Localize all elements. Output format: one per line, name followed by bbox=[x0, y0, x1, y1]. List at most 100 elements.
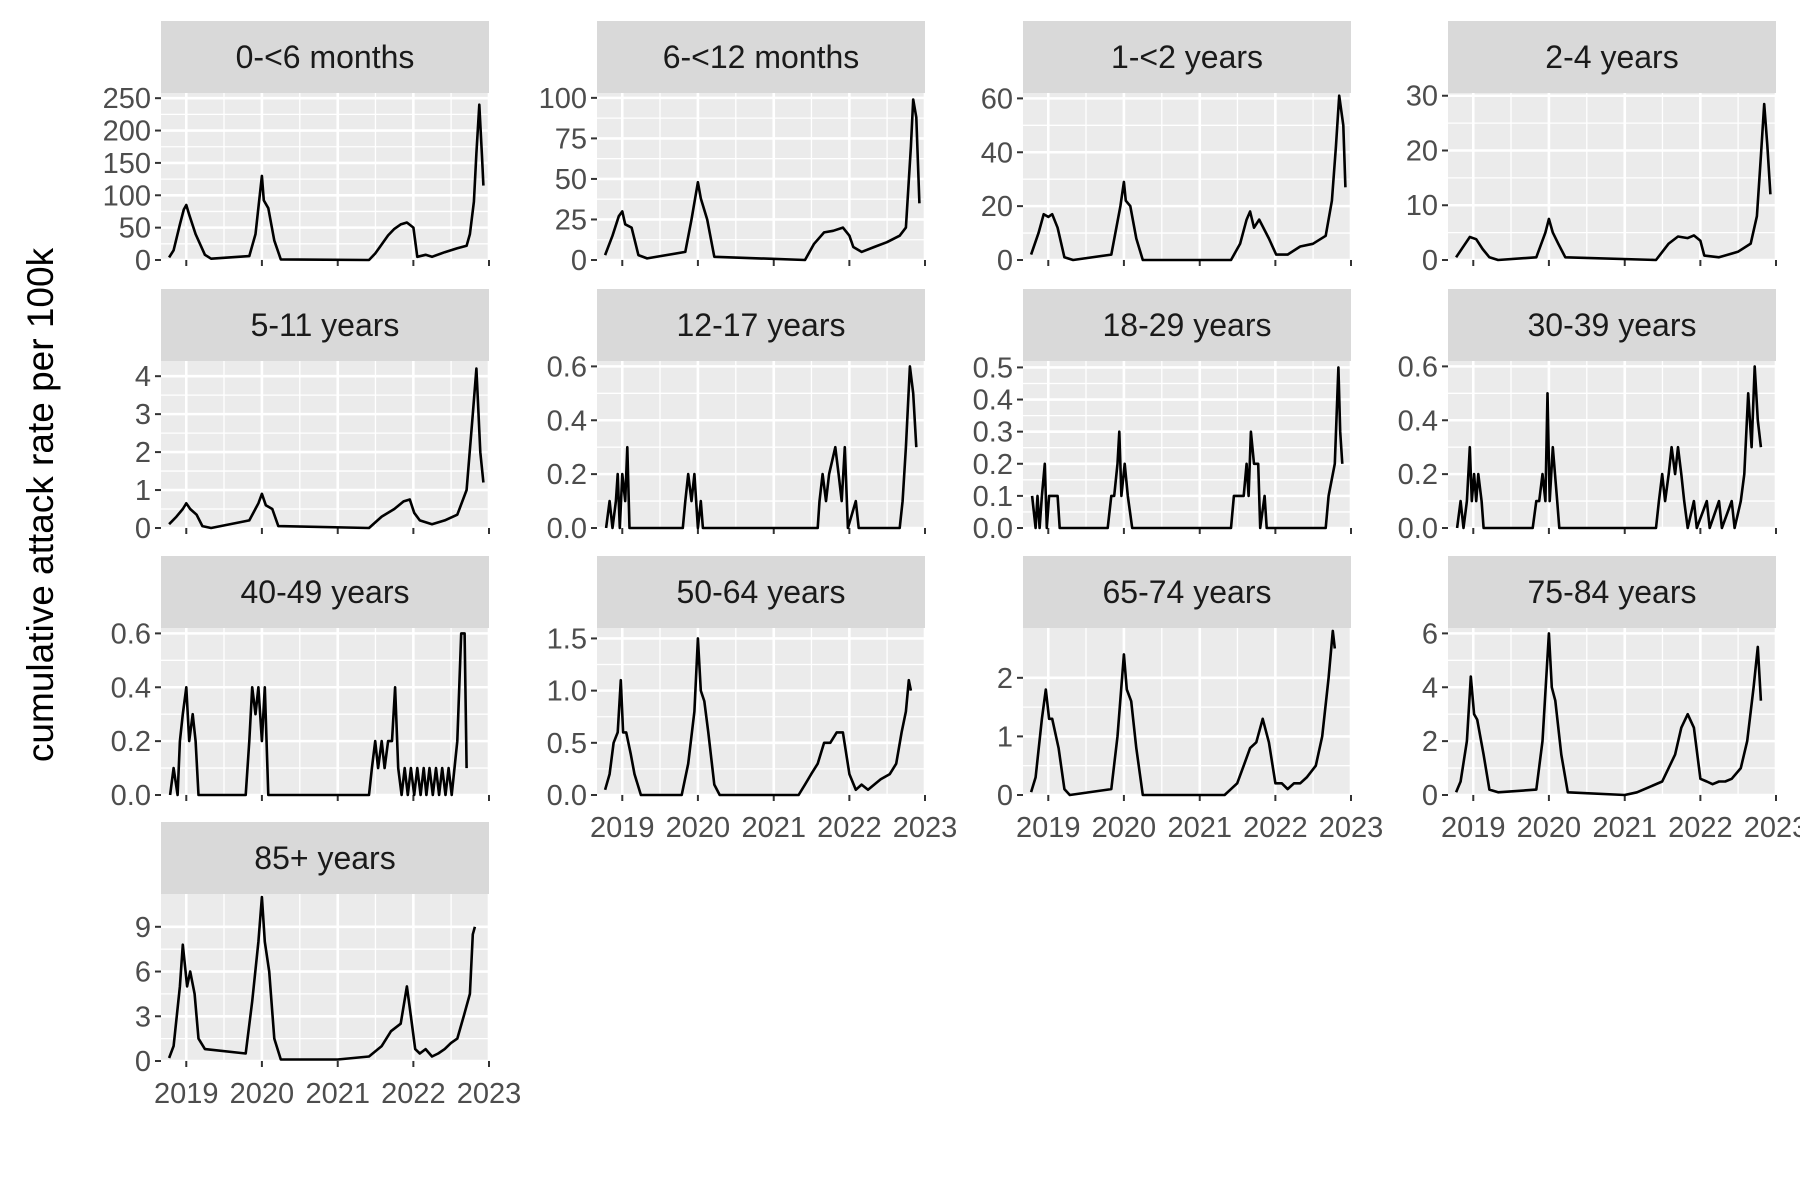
facet-strip bbox=[1023, 289, 1351, 361]
y-tick-label: 0.2 bbox=[973, 449, 1013, 481]
panel-background bbox=[161, 93, 489, 260]
y-tick-label: 50 bbox=[555, 164, 587, 196]
facet-strip-label: 65-74 years bbox=[1103, 574, 1272, 610]
y-tick-label: 100 bbox=[103, 180, 151, 212]
facet-strip-label: 6-<12 months bbox=[663, 39, 860, 75]
x-tick-label: 2019 bbox=[1441, 812, 1506, 844]
y-tick-label: 0.4 bbox=[111, 672, 151, 704]
y-tick-label: 10 bbox=[1406, 190, 1438, 222]
y-tick-label: 9 bbox=[135, 912, 151, 944]
y-tick-label: 0 bbox=[135, 245, 151, 277]
x-tick-label: 2022 bbox=[1243, 812, 1308, 844]
facet-strip-label: 5-11 years bbox=[251, 307, 400, 343]
x-tick-label: 2021 bbox=[1167, 812, 1232, 844]
facet-strip-label: 12-17 years bbox=[677, 307, 846, 343]
y-tick-label: 250 bbox=[103, 83, 151, 115]
y-tick-label: 4 bbox=[1422, 672, 1438, 704]
x-tick-label: 2021 bbox=[741, 812, 806, 844]
y-tick-label: 0.0 bbox=[547, 513, 587, 545]
y-tick-label: 0.5 bbox=[547, 728, 587, 760]
panel-background bbox=[597, 93, 925, 260]
x-tick-label: 2023 bbox=[893, 812, 958, 844]
facet-strip bbox=[161, 21, 489, 93]
panel-background bbox=[161, 628, 489, 795]
panel-background bbox=[1448, 628, 1776, 795]
y-tick-label: 0 bbox=[135, 1046, 151, 1078]
facet-strip bbox=[1448, 289, 1776, 361]
y-tick-label: 1 bbox=[135, 475, 151, 507]
y-tick-label: 20 bbox=[981, 191, 1013, 223]
y-tick-label: 60 bbox=[981, 83, 1013, 115]
facet-panel: 6-<12 months 0 25 50 75 100 bbox=[539, 21, 927, 277]
y-tick-label: 25 bbox=[555, 204, 587, 236]
facet-strip-label: 30-39 years bbox=[1528, 307, 1697, 343]
y-tick-label: 0 bbox=[997, 245, 1013, 277]
y-tick-label: 0.2 bbox=[547, 459, 587, 491]
series-line bbox=[167, 895, 477, 1061]
y-tick-label: 0.0 bbox=[1398, 513, 1438, 545]
facet-strip bbox=[161, 822, 489, 894]
series-line bbox=[604, 365, 918, 530]
y-axis-title: cumulative attack rate per 100k bbox=[20, 247, 61, 762]
facet-panel: 5-11 years 0 1 2 3 4 bbox=[135, 289, 491, 545]
series-line bbox=[1455, 102, 1772, 262]
y-tick-label: 150 bbox=[103, 148, 151, 180]
y-tick-label: 0.6 bbox=[111, 618, 151, 650]
y-tick-label: 0 bbox=[1422, 245, 1438, 277]
y-tick-label: 0.2 bbox=[1398, 459, 1438, 491]
facet-strip bbox=[1023, 21, 1351, 93]
panel-background bbox=[597, 361, 925, 528]
y-tick-label: 2 bbox=[997, 663, 1013, 695]
y-tick-label: 20 bbox=[1406, 135, 1438, 167]
y-tick-label: 0.4 bbox=[1398, 405, 1438, 437]
y-tick-label: 75 bbox=[555, 123, 587, 155]
facet-panel: 12-17 years 0.0 0.2 0.4 0.6 bbox=[547, 289, 927, 545]
y-tick-label: 1 bbox=[997, 721, 1013, 753]
panel-background bbox=[1023, 361, 1351, 528]
facet-panel: 75-84 years 0 2 4 6 2019 2020 2021 2022 2023 bbox=[1422, 556, 1800, 844]
facet-strip bbox=[597, 21, 925, 93]
y-tick-label: 2 bbox=[135, 437, 151, 469]
x-tick-label: 2019 bbox=[1016, 812, 1081, 844]
panel-background bbox=[1023, 93, 1351, 260]
y-tick-label: 0.5 bbox=[973, 352, 1013, 384]
y-tick-label: 4 bbox=[135, 361, 151, 393]
facet-strip-label: 1-<2 years bbox=[1111, 39, 1263, 75]
facet-strip bbox=[1448, 21, 1776, 93]
y-tick-label: 0.6 bbox=[547, 351, 587, 383]
y-tick-label: 0.4 bbox=[547, 405, 587, 437]
x-tick-label: 2020 bbox=[666, 812, 731, 844]
x-tick-label: 2023 bbox=[457, 1078, 522, 1110]
y-tick-label: 30 bbox=[1406, 81, 1438, 113]
facet-strip bbox=[1023, 556, 1351, 628]
series-line bbox=[1455, 365, 1763, 530]
x-tick-label: 2020 bbox=[230, 1078, 295, 1110]
facet-panel: 40-49 years 0.0 0.2 0.4 0.6 bbox=[111, 556, 491, 812]
facet-strip bbox=[597, 556, 925, 628]
x-tick-label: 2020 bbox=[1517, 812, 1582, 844]
facet-panel: 85+ years 0 3 6 9 2019 2020 2021 2022 2023 bbox=[135, 822, 521, 1110]
series-line bbox=[1030, 366, 1344, 530]
facet-strip bbox=[1448, 556, 1776, 628]
facet-panel: 50-64 years 0.0 0.5 1.0 1.5 2019 2020 2021 2022 2… bbox=[547, 556, 958, 844]
facet-strip-label: 85+ years bbox=[254, 840, 395, 876]
x-tick-label: 2022 bbox=[817, 812, 882, 844]
series-line bbox=[603, 637, 913, 797]
y-tick-label: 0 bbox=[997, 780, 1013, 812]
series-line bbox=[1454, 632, 1763, 797]
y-tick-label: 3 bbox=[135, 1001, 151, 1033]
y-tick-label: 6 bbox=[1422, 618, 1438, 650]
x-tick-label: 2019 bbox=[154, 1078, 219, 1110]
y-tick-label: 0.3 bbox=[973, 417, 1013, 449]
panel-background bbox=[1448, 93, 1776, 260]
facet-panel: 2-4 years 0 10 20 30 bbox=[1406, 21, 1778, 277]
y-tick-label: 6 bbox=[135, 957, 151, 989]
facet-strip-label: 40-49 years bbox=[241, 574, 410, 610]
y-tick-label: 0 bbox=[571, 245, 587, 277]
facet-strip-label: 18-29 years bbox=[1103, 307, 1272, 343]
y-tick-label: 1.0 bbox=[547, 676, 587, 708]
y-tick-label: 40 bbox=[981, 137, 1013, 169]
